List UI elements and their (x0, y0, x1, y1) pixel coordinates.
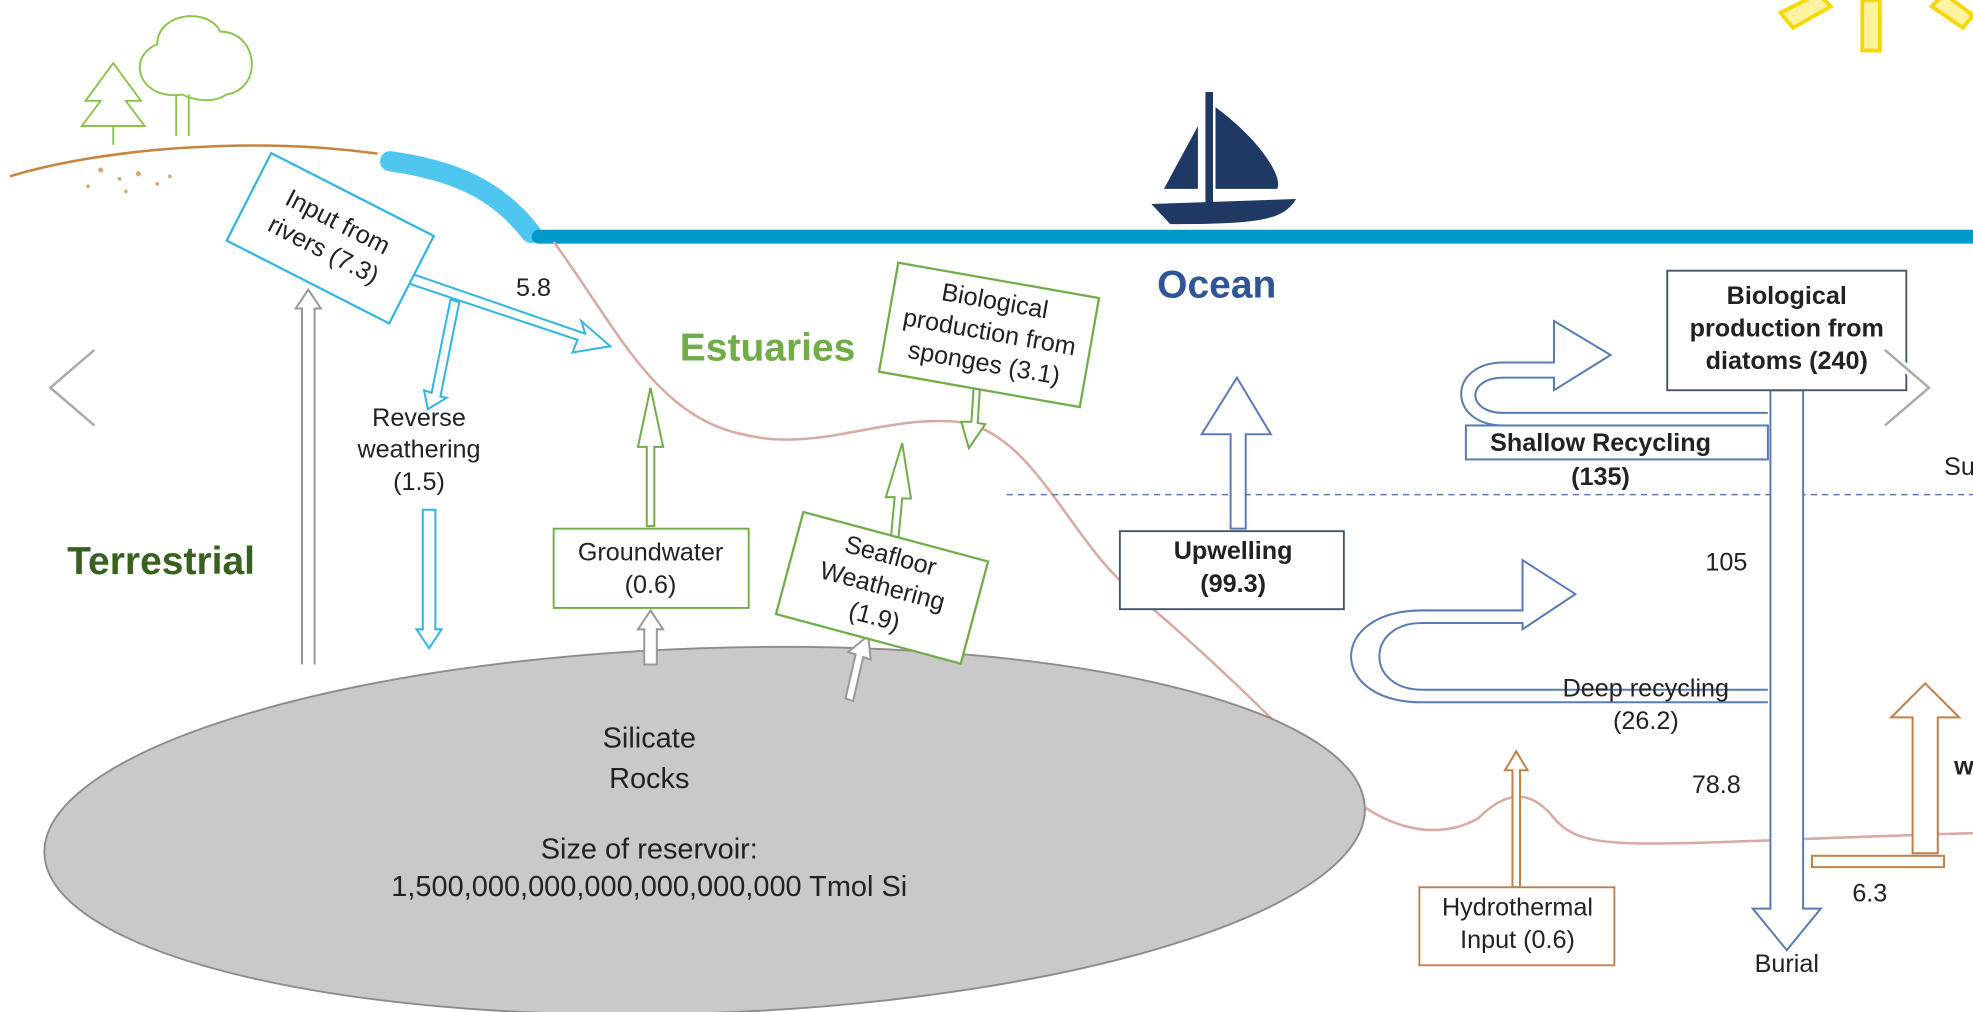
estuaries-heading: Estuaries (680, 326, 856, 369)
flow-label: 105 (1705, 549, 1747, 577)
silica-cycle-diagram: Input from rivers (7.3) 5.8 Reverse weat… (0, 0, 1973, 1012)
sailboat (1151, 92, 1296, 224)
shallow-recycling-label: Shallow Recycling (1490, 429, 1711, 457)
reservoir-size-label: Size of reservoir: (541, 833, 758, 865)
silicate-rocks-reservoir (38, 625, 1371, 1012)
diatoms-label: production from (1690, 314, 1884, 342)
flow-label: 78.8 (1692, 771, 1741, 799)
flow-label: 5.8 (516, 274, 551, 302)
trees (82, 16, 252, 145)
land (10, 146, 377, 177)
deep-recycling-label: Deep recycling (1563, 674, 1729, 702)
soil (86, 168, 172, 194)
right-cut-label: w (1953, 752, 1973, 780)
terrestrial-heading: Terrestrial (67, 540, 255, 583)
silicate-rocks-label: Rocks (609, 763, 689, 795)
surface-label: Su (1944, 453, 1973, 481)
diatoms-label: diatoms (240) (1706, 347, 1868, 375)
upwelling-label: Upwelling (1174, 537, 1293, 565)
flow-label: 6.3 (1852, 879, 1887, 907)
reverse-weathering-label: weathering (356, 435, 480, 463)
ocean-heading: Ocean (1157, 263, 1276, 306)
groundwater-label: Groundwater (578, 538, 723, 566)
hydrothermal-label: Hydrothermal (1442, 893, 1593, 921)
reverse-weathering-label: Reverse (372, 404, 466, 432)
deep-recycling-label: (26.2) (1613, 707, 1679, 735)
reservoir-size-label: 1,500,000,000,000,000,000,000 Tmol Si (391, 871, 907, 903)
river (390, 161, 531, 233)
shallow-recycling-label: (135) (1571, 463, 1630, 491)
reverse-weathering-label: (1.5) (393, 468, 445, 496)
silicate-rocks-label: Silicate (603, 723, 696, 755)
burial-label: Burial (1755, 950, 1819, 978)
groundwater-label: (0.6) (625, 571, 677, 599)
sun (1780, 0, 1973, 50)
diatoms-label: Biological (1727, 282, 1847, 310)
hydrothermal-label: Input (0.6) (1460, 926, 1575, 954)
carousel-prev[interactable] (50, 350, 94, 425)
upwelling-label: (99.3) (1200, 570, 1266, 598)
